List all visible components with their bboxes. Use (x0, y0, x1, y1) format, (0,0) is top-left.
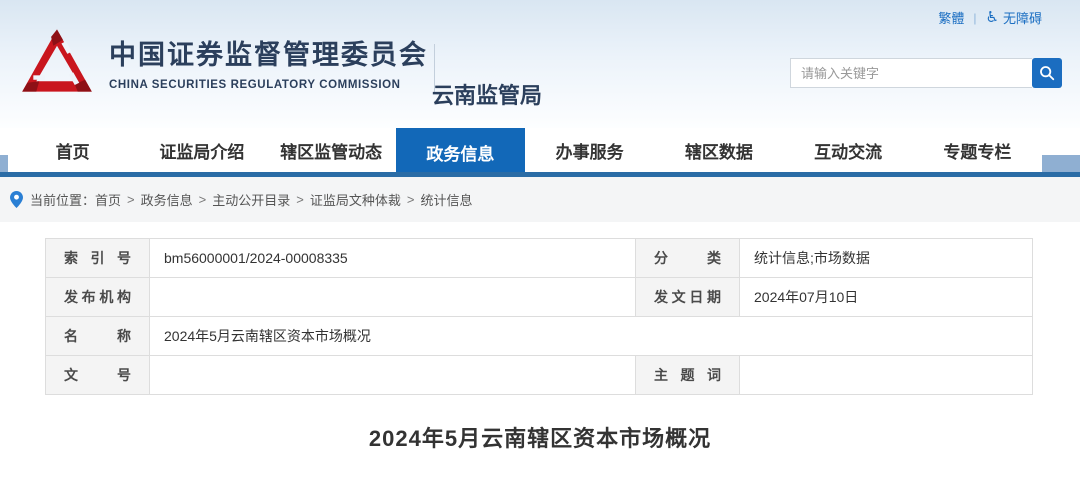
org-name-en: CHINA SECURITIES REGULATORY COMMISSION (109, 79, 401, 91)
table-row: 文号 主题词 (45, 355, 1033, 395)
breadcrumb-separator: > (198, 192, 207, 207)
nav-item-government-info[interactable]: 政务信息 (395, 128, 525, 177)
category-label: 分类 (635, 238, 740, 278)
traditional-chinese-link[interactable]: 繁體 (938, 11, 965, 26)
search-button[interactable] (1032, 58, 1062, 88)
index-number-value: bm56000001/2024-00008335 (149, 238, 636, 278)
content-card: 索引号 bm56000001/2024-00008335 分类 统计信息;市场数… (8, 238, 1072, 480)
nav-item-bureau-intro[interactable]: 证监局介绍 (159, 142, 245, 162)
csrc-logo-icon (22, 29, 92, 92)
site-search (790, 58, 1062, 88)
breadcrumb-home[interactable]: 首页 (95, 193, 122, 208)
issue-date-label: 发文日期 (635, 277, 740, 317)
table-row: 索引号 bm56000001/2024-00008335 分类 统计信息;市场数… (45, 238, 1033, 278)
nav-underline (0, 172, 1080, 177)
accessibility-label: 无障碍 (1002, 11, 1042, 26)
utility-separator: | (973, 10, 977, 25)
breadcrumb-government-info[interactable]: 政务信息 (140, 193, 193, 208)
utility-links: 繁體 | ♿ 无障碍 (938, 8, 1042, 27)
breadcrumb-prefix: 当前位置： (30, 193, 96, 208)
nav-right-accent (1042, 155, 1080, 172)
breadcrumb: 当前位置： 首页 > 政务信息 > 主动公开目录 > 证监局文种体裁 > 统计信… (0, 177, 1080, 222)
category-value: 统计信息;市场数据 (739, 238, 1033, 278)
document-info-table: 索引号 bm56000001/2024-00008335 分类 统计信息;市场数… (45, 238, 1033, 395)
accessibility-link[interactable]: ♿ 无障碍 (986, 8, 1042, 27)
keywords-label: 主题词 (635, 355, 740, 395)
location-pin-icon (10, 191, 23, 208)
search-icon (1040, 66, 1055, 81)
main-navigation: 首页 证监局介绍 辖区监管动态 政务信息 办事服务 辖区数据 互动交流 专题专栏 (0, 128, 1080, 177)
article-title: 2024年5月云南辖区资本市场概况 (368, 426, 712, 451)
bureau-name: 云南监管局 (432, 83, 543, 108)
issuer-label: 发布机构 (45, 277, 150, 317)
breadcrumb-separator: > (127, 192, 135, 207)
table-row: 发布机构 发文日期 2024年07月10日 (45, 277, 1033, 317)
org-name-cn: 中国证券监督管理委员会 (109, 40, 428, 70)
nav-item-services[interactable]: 办事服务 (555, 142, 624, 162)
name-label: 名称 (45, 316, 150, 356)
breadcrumb-public-directory[interactable]: 主动公开目录 (212, 193, 291, 208)
org-titles: 中国证券监督管理委员会 CHINA SECURITIES REGULATORY … (109, 33, 428, 91)
index-number-label: 索引号 (45, 238, 150, 278)
wheelchair-icon: ♿ (985, 9, 999, 26)
name-value: 2024年5月云南辖区资本市场概况 (149, 316, 1033, 356)
nav-item-interaction[interactable]: 互动交流 (814, 142, 883, 162)
issue-date-value: 2024年07月10日 (739, 277, 1033, 317)
search-input[interactable] (790, 58, 1032, 88)
nav-item-home[interactable]: 首页 (55, 142, 90, 162)
nav-item-special-topics[interactable]: 专题专栏 (943, 142, 1012, 162)
site-header: 繁體 | ♿ 无障碍 中国证券监督管理委员会 CHINA SECURITIES … (0, 0, 1080, 128)
brand-logo-block[interactable]: 中国证券监督管理委员会 CHINA SECURITIES REGULATORY … (20, 24, 428, 100)
issuer-value (149, 277, 636, 317)
table-row: 名称 2024年5月云南辖区资本市场概况 (45, 316, 1033, 356)
doc-number-label: 文号 (45, 355, 150, 395)
doc-number-value (149, 355, 636, 395)
breadcrumb-separator: > (296, 192, 304, 207)
breadcrumb-statistics[interactable]: 统计信息 (420, 193, 473, 208)
nav-item-regional-data[interactable]: 辖区数据 (684, 142, 753, 162)
breadcrumb-separator: > (406, 192, 415, 207)
nav-item-regional-supervision[interactable]: 辖区监管动态 (280, 142, 383, 162)
nav-left-accent (0, 155, 8, 172)
keywords-value (739, 355, 1033, 395)
breadcrumb-doc-genre[interactable]: 证监局文种体裁 (309, 193, 401, 208)
header-divider (434, 44, 435, 92)
